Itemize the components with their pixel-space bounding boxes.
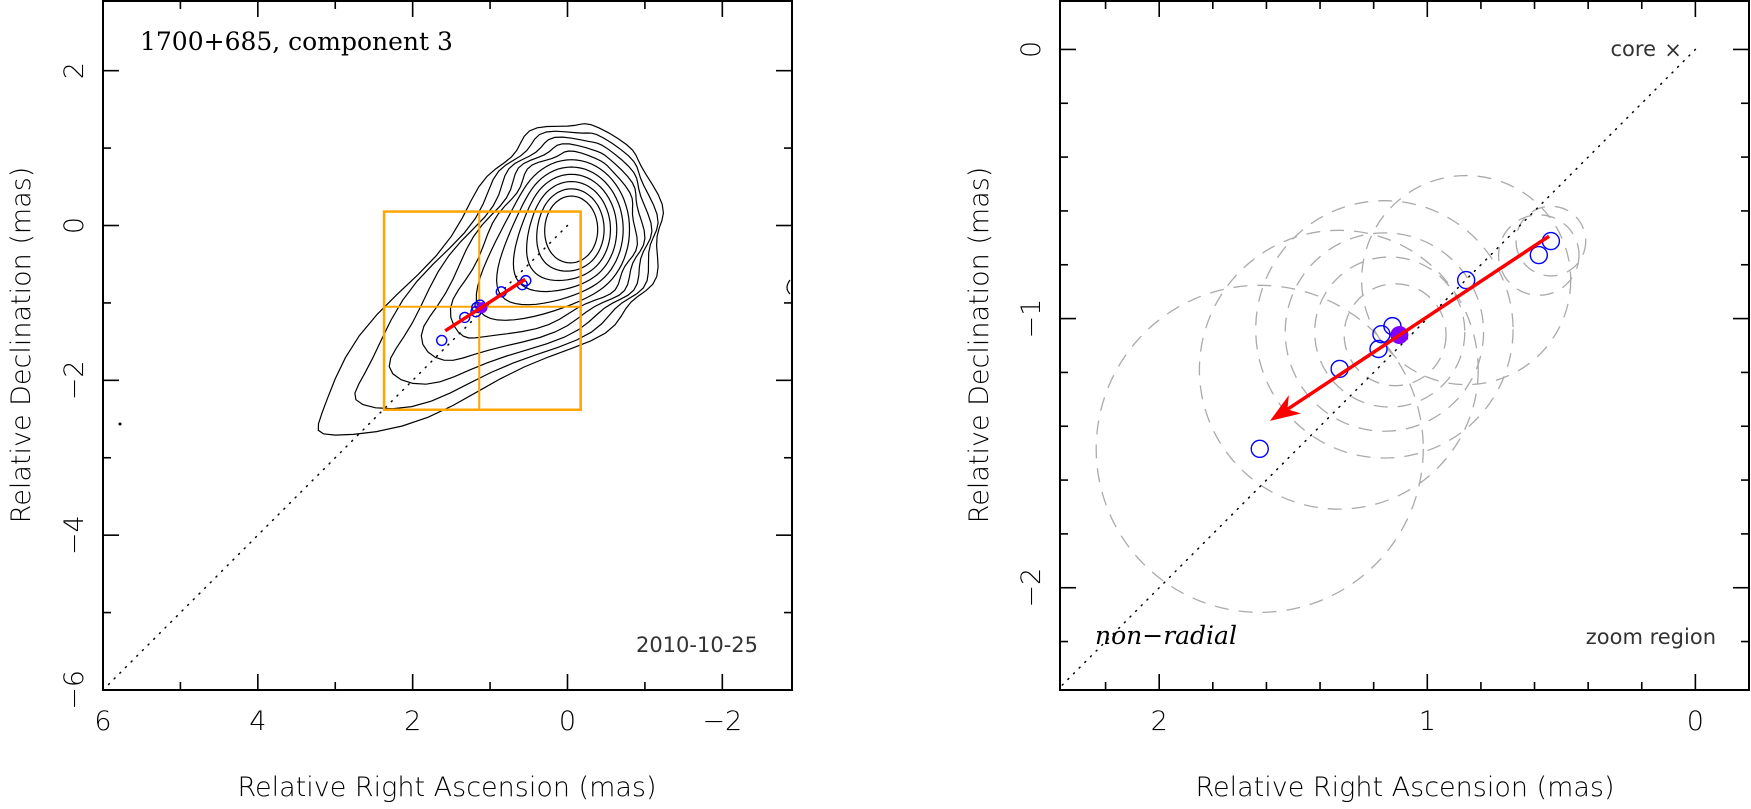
motion-type-label: non−radial [1095, 621, 1237, 650]
right-axis-ticks [1060, 1, 1750, 690]
right-y-axis-label: Relative Declination (mas) [964, 167, 995, 524]
x-tick-label: −2 [702, 706, 742, 737]
x-tick-label: 2 [404, 706, 421, 737]
component-point [1541, 231, 1561, 251]
contour-level [388, 136, 653, 385]
uncertainty-circle [1343, 283, 1447, 387]
plot-title: 1700+685, component 3 [140, 27, 453, 56]
left-plot-frame [102, 0, 793, 691]
contour-level [317, 123, 665, 436]
noise-feature [118, 422, 122, 426]
epoch-date: 2010-10-25 [636, 633, 758, 657]
uncertainty-circles [1095, 174, 1587, 614]
left-x-axis-label: Relative Right Ascension (mas) [237, 772, 656, 803]
uncertainty-circle [1515, 205, 1587, 277]
right-x-axis-label: Relative Right Ascension (mas) [1195, 772, 1614, 803]
right-panel: 2 1 0 0 −1 −2 core × non−radial zoom region R… [964, 0, 1750, 803]
left-tick-labels: 6 4 2 0 −2 2 0 −2 −4 −6 [59, 62, 742, 737]
x-tick-label: 0 [559, 706, 576, 737]
zoom-region-label: zoom region [1586, 625, 1716, 649]
x-tick-label: 2 [1151, 706, 1168, 737]
contour-level [512, 173, 618, 293]
component-point [1456, 270, 1476, 290]
contour-level [525, 180, 612, 282]
contour-level [354, 130, 659, 410]
right-plot-frame [1059, 0, 1750, 691]
contour-level [420, 143, 646, 361]
uncertainty-circle [1284, 232, 1485, 432]
contour-level [544, 195, 599, 264]
contour-map [118, 123, 791, 436]
uncertainty-circle [1255, 200, 1514, 459]
contour-level [475, 159, 631, 321]
core-label: core [1611, 37, 1657, 61]
y-tick-label: −2 [59, 360, 90, 400]
y-tick-label: 0 [1016, 41, 1047, 58]
radial-direction-line [1059, 48, 1697, 689]
component-point [1369, 339, 1388, 359]
y-tick-label: 2 [59, 62, 90, 79]
zoom-box-outline [382, 210, 582, 412]
uncertainty-circle [1497, 214, 1580, 296]
left-panel: 6 4 2 0 −2 2 0 −2 −4 −6 1700+685, component 3 201… [6, 0, 793, 803]
x-tick-label: 0 [1687, 706, 1704, 737]
contour-level [536, 188, 605, 272]
x-tick-label: 4 [249, 706, 266, 737]
uncertainty-circle [1314, 256, 1466, 408]
motion-arrow [1269, 234, 1550, 421]
component-point [1529, 245, 1549, 265]
core-marker-icon: × [1664, 38, 1682, 62]
y-tick-label: −2 [1016, 568, 1047, 608]
component-point [435, 334, 448, 347]
uncertainty-circle [1095, 284, 1424, 614]
y-tick-label: −6 [59, 670, 90, 710]
left-y-axis-label: Relative Declination (mas) [6, 167, 37, 524]
component-point [459, 311, 471, 324]
x-tick-label: 6 [94, 706, 111, 737]
y-tick-label: 0 [59, 217, 90, 234]
x-tick-label: 1 [1419, 706, 1436, 737]
contour-level [495, 166, 624, 306]
component-point [1250, 439, 1269, 459]
radial-direction-line [102, 224, 569, 691]
contour-level [449, 150, 639, 339]
y-tick-label: −1 [1016, 299, 1047, 339]
arrow-head-icon [1269, 395, 1302, 421]
right-tick-labels: 2 1 0 0 −1 −2 [1016, 41, 1704, 737]
trend-line [444, 277, 527, 333]
noise-feature [786, 279, 791, 295]
arrow-shaft [1286, 234, 1550, 411]
uncertainty-circle [1198, 229, 1479, 510]
y-tick-label: −4 [59, 515, 90, 555]
